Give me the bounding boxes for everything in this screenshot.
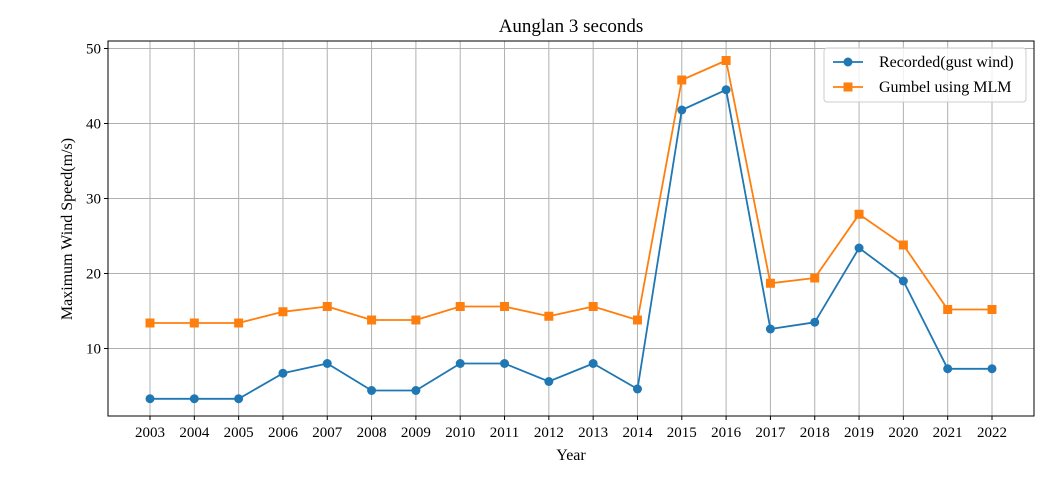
legend-label-recorded: Recorded(gust wind) — [879, 54, 1014, 71]
x-tick-label: 2012 — [534, 425, 564, 441]
x-tick-label: 2015 — [667, 425, 697, 441]
data-point-circle — [500, 359, 510, 368]
data-point-circle — [810, 317, 820, 327]
data-point-square — [588, 302, 598, 311]
legend-label-gumbel: Gumbel using MLM — [879, 79, 1011, 96]
data-point-square — [765, 278, 775, 288]
data-point-square — [455, 302, 465, 311]
data-point-square — [322, 302, 332, 311]
x-tick-label: 2021 — [933, 425, 963, 441]
x-tick-label: 2003 — [135, 425, 165, 441]
data-point-square — [234, 318, 244, 328]
data-point-circle — [632, 384, 642, 394]
data-point-circle — [588, 359, 598, 368]
series-layer — [145, 56, 997, 404]
y-tick-label: 40 — [86, 117, 101, 133]
x-tick-label: 2014 — [622, 425, 653, 441]
data-point-circle — [322, 359, 332, 368]
x-tick-label: 2017 — [755, 425, 786, 441]
data-point-square — [854, 209, 864, 219]
axis-ticks: 2003 2004 2005 2006 2007 2008 2009 2010 2011 2012… — [86, 42, 1007, 442]
data-point-circle — [854, 243, 864, 253]
x-tick-label: 2009 — [401, 425, 431, 441]
data-point-circle — [234, 394, 244, 404]
data-point-circle — [987, 364, 997, 374]
data-point-square — [411, 315, 421, 325]
data-point-circle — [189, 394, 199, 404]
data-point-circle — [765, 324, 775, 334]
x-axis-label: Year — [556, 447, 586, 464]
data-point-square — [500, 302, 510, 311]
data-point-square — [367, 315, 377, 325]
x-tick-label: 2016 — [711, 425, 742, 441]
data-point-circle — [677, 105, 687, 115]
x-tick-label: 2008 — [357, 425, 387, 441]
data-point-circle — [544, 377, 554, 386]
y-tick-label: 50 — [86, 42, 101, 58]
data-point-square — [721, 56, 731, 65]
data-point-square — [544, 311, 554, 321]
x-tick-label: 2013 — [578, 425, 608, 441]
data-point-square — [278, 307, 288, 317]
x-tick-label: 2007 — [312, 425, 343, 441]
data-point-circle — [278, 368, 288, 378]
legend: Recorded(gust wind) Gumbel using MLM — [823, 47, 1027, 103]
series-line-1 — [150, 59, 992, 324]
x-tick-label: 2005 — [224, 425, 254, 441]
series-line-0 — [150, 88, 992, 400]
y-tick-label: 30 — [86, 192, 101, 208]
data-point-square — [943, 305, 953, 314]
data-point-circle — [455, 359, 465, 368]
x-tick-label: 2020 — [888, 425, 918, 441]
data-point-circle — [367, 386, 377, 395]
data-point-circle — [411, 386, 421, 395]
grid-lines — [108, 41, 1034, 416]
legend-marker-recorded — [843, 57, 853, 67]
data-point-square — [145, 318, 155, 328]
x-tick-label: 2018 — [800, 425, 830, 441]
x-tick-label: 2006 — [268, 425, 299, 441]
data-point-circle — [721, 85, 731, 95]
y-axis-label: Maximum Wind Speed(m/s) — [59, 138, 76, 320]
x-tick-label: 2010 — [445, 425, 475, 441]
x-tick-label: 2022 — [977, 425, 1007, 441]
x-tick-label: 2019 — [844, 425, 874, 441]
y-tick-label: 20 — [86, 267, 101, 283]
legend-marker-gumbel — [843, 82, 853, 92]
data-point-square — [189, 318, 199, 328]
x-tick-label: 2004 — [179, 425, 210, 441]
data-point-circle — [943, 364, 953, 374]
y-tick-label: 10 — [86, 342, 101, 358]
x-tick-label: 2011 — [490, 425, 519, 441]
data-point-circle — [898, 276, 908, 286]
data-point-square — [987, 305, 997, 314]
data-point-square — [677, 75, 687, 85]
chart-title: Aunglan 3 seconds — [499, 16, 644, 37]
data-point-circle — [145, 394, 155, 404]
plot-area-frame — [107, 40, 1035, 417]
data-point-square — [898, 240, 908, 250]
data-point-square — [632, 315, 642, 325]
legend-box — [823, 47, 1027, 103]
data-point-square — [810, 273, 820, 283]
